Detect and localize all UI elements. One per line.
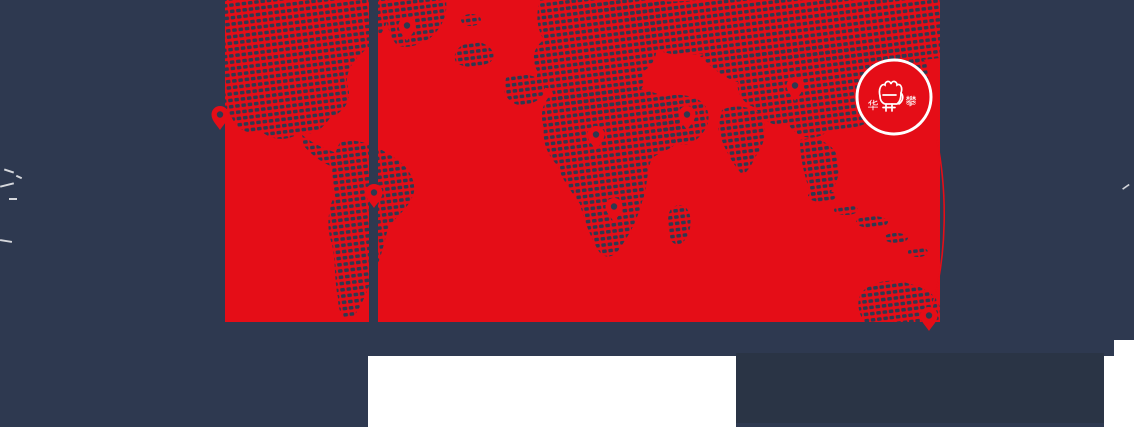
island-iceland	[461, 14, 481, 26]
content-card-dark	[736, 353, 1104, 423]
content-strip-right	[1114, 340, 1134, 427]
continent-europe	[533, 0, 666, 115]
region-iberia	[504, 74, 546, 106]
island-indonesia-3	[856, 216, 888, 228]
fist-icon	[878, 80, 904, 112]
island-madagascar	[668, 205, 691, 245]
banner-vertical-seam	[369, 0, 378, 322]
island-uk	[454, 41, 494, 67]
continent-australia	[858, 280, 940, 322]
island-indonesia-1	[808, 190, 836, 202]
continent-north-america	[225, 0, 390, 139]
region-india	[718, 106, 765, 174]
badge-char-right: 攀	[906, 95, 917, 108]
continent-greenland	[385, 0, 447, 47]
content-strip-right-inner	[1104, 356, 1114, 427]
region-se-asia	[800, 138, 840, 201]
route-arc	[930, 139, 945, 312]
continent-africa	[541, 86, 690, 257]
island-indonesia-2	[834, 205, 858, 215]
badge-circle	[855, 58, 933, 136]
island-indonesia-4	[884, 233, 908, 243]
edge-dust-marks	[0, 168, 1130, 243]
island-indonesia-5	[908, 247, 928, 257]
content-card-light	[368, 356, 736, 427]
badge-char-left: 华	[868, 98, 879, 112]
logo-badge: 华 攀	[855, 58, 933, 136]
